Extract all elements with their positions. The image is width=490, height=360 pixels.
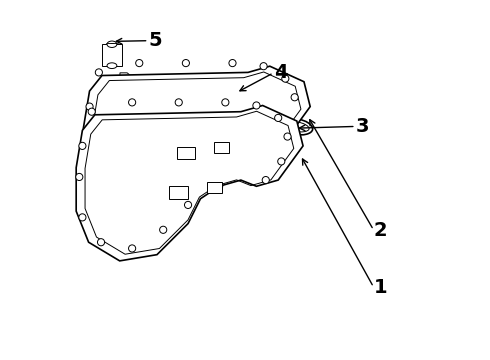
Circle shape <box>83 134 90 141</box>
Circle shape <box>184 118 192 127</box>
Circle shape <box>278 158 285 165</box>
Circle shape <box>95 69 102 76</box>
Polygon shape <box>83 66 310 222</box>
Text: 3: 3 <box>356 117 369 136</box>
Circle shape <box>262 176 270 184</box>
Circle shape <box>136 206 143 213</box>
Circle shape <box>226 115 235 123</box>
Polygon shape <box>76 105 303 261</box>
Circle shape <box>175 99 182 106</box>
Circle shape <box>79 214 86 221</box>
Circle shape <box>104 199 112 207</box>
Circle shape <box>223 143 230 150</box>
Circle shape <box>185 201 192 208</box>
Circle shape <box>76 174 83 180</box>
Circle shape <box>128 99 136 106</box>
Circle shape <box>167 187 174 194</box>
Ellipse shape <box>107 41 117 48</box>
Circle shape <box>88 108 95 115</box>
FancyBboxPatch shape <box>214 142 229 153</box>
Circle shape <box>128 245 136 252</box>
Circle shape <box>229 59 236 67</box>
Text: 1: 1 <box>374 278 388 297</box>
Circle shape <box>222 99 229 106</box>
Circle shape <box>136 59 143 67</box>
Circle shape <box>260 63 267 70</box>
Circle shape <box>253 102 260 109</box>
Circle shape <box>160 226 167 233</box>
Circle shape <box>192 162 199 169</box>
Polygon shape <box>120 73 145 98</box>
Text: 5: 5 <box>149 31 163 50</box>
FancyBboxPatch shape <box>170 186 188 199</box>
Circle shape <box>79 142 86 149</box>
Polygon shape <box>102 44 122 66</box>
Circle shape <box>98 239 104 246</box>
Polygon shape <box>142 84 277 152</box>
Text: 2: 2 <box>374 221 388 239</box>
FancyBboxPatch shape <box>176 147 195 159</box>
Text: 4: 4 <box>274 63 288 82</box>
Ellipse shape <box>107 63 117 68</box>
Circle shape <box>86 175 93 182</box>
Circle shape <box>282 75 289 82</box>
Circle shape <box>284 133 291 140</box>
Circle shape <box>270 137 276 144</box>
FancyBboxPatch shape <box>207 182 222 193</box>
Circle shape <box>86 103 93 110</box>
Circle shape <box>285 118 292 126</box>
Circle shape <box>291 94 298 101</box>
Circle shape <box>274 114 282 121</box>
Circle shape <box>182 59 190 67</box>
Circle shape <box>216 183 223 190</box>
Ellipse shape <box>277 118 313 135</box>
